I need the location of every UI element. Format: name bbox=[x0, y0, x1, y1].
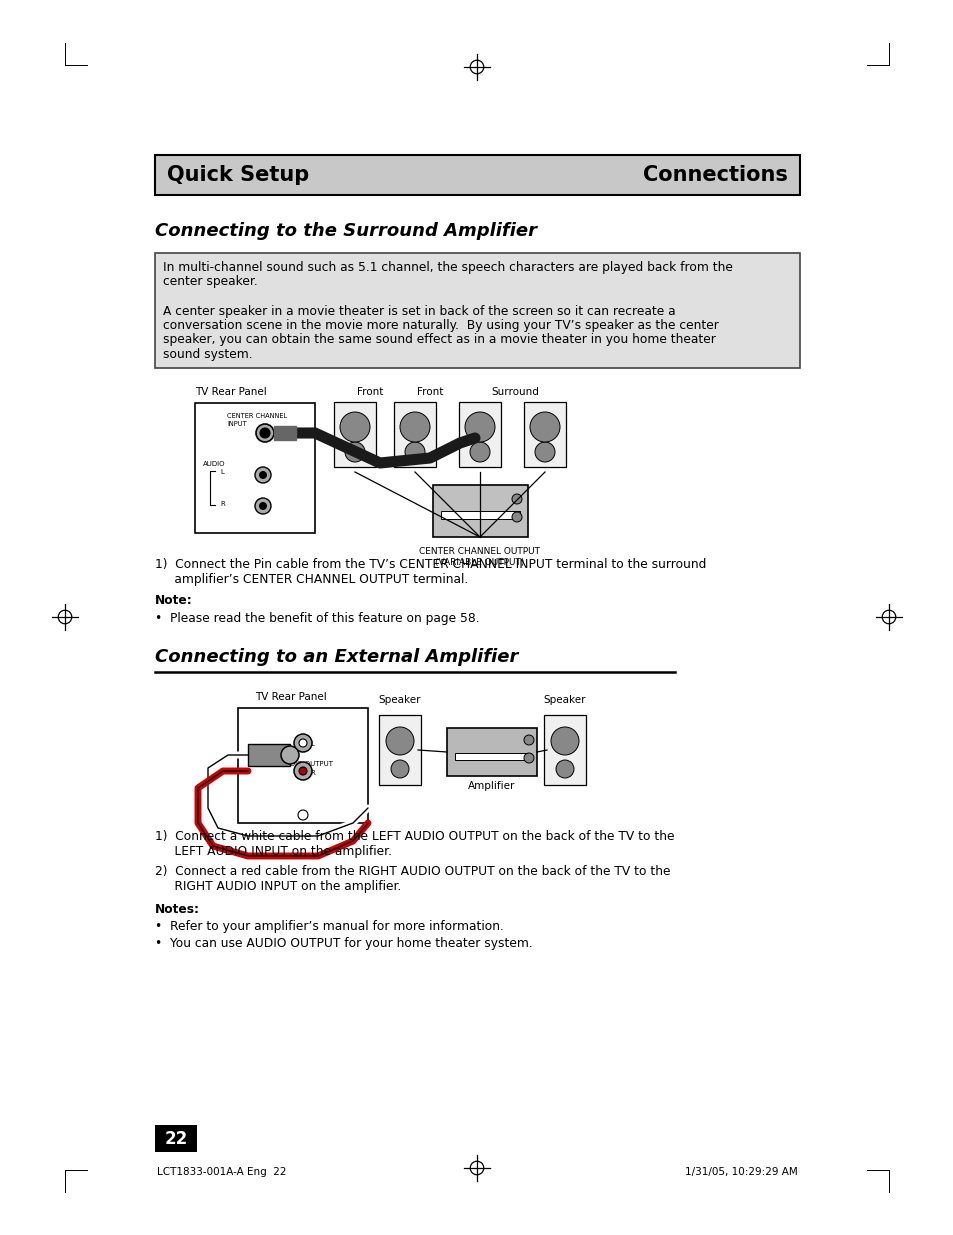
Text: L: L bbox=[220, 469, 224, 475]
Bar bbox=[394, 403, 436, 467]
Circle shape bbox=[399, 412, 430, 442]
Circle shape bbox=[298, 739, 307, 747]
Circle shape bbox=[512, 513, 521, 522]
Text: LCT1833-001A-A Eng  22: LCT1833-001A-A Eng 22 bbox=[157, 1167, 286, 1177]
Text: A center speaker in a movie theater is set in back of the screen so it can recre: A center speaker in a movie theater is s… bbox=[163, 305, 675, 317]
Bar bbox=[334, 403, 375, 467]
Bar bbox=[248, 743, 290, 766]
Text: •  You can use AUDIO OUTPUT for your home theater system.: • You can use AUDIO OUTPUT for your home… bbox=[154, 937, 532, 950]
Text: LEFT AUDIO INPUT on the amplifier.: LEFT AUDIO INPUT on the amplifier. bbox=[154, 845, 392, 858]
Text: 1/31/05, 10:29:29 AM: 1/31/05, 10:29:29 AM bbox=[684, 1167, 797, 1177]
Circle shape bbox=[535, 442, 555, 462]
Text: Connections: Connections bbox=[642, 165, 787, 185]
Circle shape bbox=[254, 498, 271, 514]
Text: speaker, you can obtain the same sound effect as in a movie theater in you home : speaker, you can obtain the same sound e… bbox=[163, 333, 715, 347]
Text: Connecting to the Surround Amplifier: Connecting to the Surround Amplifier bbox=[154, 222, 537, 240]
Text: In multi-channel sound such as 5.1 channel, the speech characters are played bac: In multi-channel sound such as 5.1 chann… bbox=[163, 261, 732, 274]
Text: Surround: Surround bbox=[491, 387, 538, 396]
Circle shape bbox=[464, 412, 495, 442]
Text: 1)  Connect the Pin cable from the TV’s CENTER CHANNEL INPUT terminal to the sur: 1) Connect the Pin cable from the TV’s C… bbox=[154, 558, 705, 571]
Text: RIGHT AUDIO INPUT on the amplifier.: RIGHT AUDIO INPUT on the amplifier. bbox=[154, 881, 401, 893]
Text: amplifier’s CENTER CHANNEL OUTPUT terminal.: amplifier’s CENTER CHANNEL OUTPUT termin… bbox=[154, 573, 468, 585]
Text: Note:: Note: bbox=[154, 594, 193, 606]
Text: 2)  Connect a red cable from the RIGHT AUDIO OUTPUT on the back of the TV to the: 2) Connect a red cable from the RIGHT AU… bbox=[154, 864, 670, 878]
Bar bbox=[447, 727, 537, 776]
Circle shape bbox=[523, 735, 534, 745]
Circle shape bbox=[551, 727, 578, 755]
Bar bbox=[154, 1125, 196, 1152]
Circle shape bbox=[405, 442, 424, 462]
Circle shape bbox=[298, 767, 307, 776]
Circle shape bbox=[255, 424, 274, 442]
Circle shape bbox=[386, 727, 414, 755]
Circle shape bbox=[254, 467, 271, 483]
Text: L: L bbox=[310, 741, 314, 747]
Text: AUDIO: AUDIO bbox=[203, 461, 225, 467]
Circle shape bbox=[530, 412, 559, 442]
Circle shape bbox=[294, 762, 312, 781]
Text: TV Rear Panel: TV Rear Panel bbox=[194, 387, 267, 396]
Bar bbox=[543, 715, 585, 785]
Text: center speaker.: center speaker. bbox=[163, 275, 257, 289]
Text: Speaker: Speaker bbox=[378, 695, 421, 705]
Circle shape bbox=[258, 471, 267, 479]
Circle shape bbox=[345, 442, 365, 462]
Circle shape bbox=[512, 494, 521, 504]
Bar bbox=[194, 403, 314, 534]
Circle shape bbox=[470, 442, 490, 462]
Text: AUDIO OUTPUT: AUDIO OUTPUT bbox=[280, 761, 333, 767]
Text: R: R bbox=[220, 501, 225, 508]
Bar bbox=[455, 753, 529, 760]
Bar bbox=[458, 403, 500, 467]
Text: Quick Setup: Quick Setup bbox=[167, 165, 309, 185]
Text: Front: Front bbox=[416, 387, 443, 396]
Circle shape bbox=[294, 734, 312, 752]
Bar bbox=[523, 403, 565, 467]
Text: TV Rear Panel: TV Rear Panel bbox=[254, 692, 327, 701]
Bar bbox=[154, 253, 800, 368]
Text: •  Please read the benefit of this feature on page 58.: • Please read the benefit of this featur… bbox=[154, 613, 479, 625]
Text: Notes:: Notes: bbox=[154, 903, 200, 916]
Circle shape bbox=[258, 501, 267, 510]
Bar bbox=[237, 708, 368, 823]
Text: Amplifier: Amplifier bbox=[468, 781, 516, 790]
Text: •  Refer to your amplifier’s manual for more information.: • Refer to your amplifier’s manual for m… bbox=[154, 920, 503, 932]
Circle shape bbox=[281, 746, 298, 764]
Circle shape bbox=[391, 760, 409, 778]
Text: 22: 22 bbox=[164, 1130, 188, 1149]
Circle shape bbox=[339, 412, 370, 442]
Text: Connecting to an External Amplifier: Connecting to an External Amplifier bbox=[154, 648, 517, 666]
Text: conversation scene in the movie more naturally.  By using your TV’s speaker as t: conversation scene in the movie more nat… bbox=[163, 319, 719, 332]
Text: CENTER CHANNEL OUTPUT
(VARIABLE OUTPUT): CENTER CHANNEL OUTPUT (VARIABLE OUTPUT) bbox=[419, 547, 540, 567]
Bar bbox=[274, 426, 295, 440]
Bar bbox=[378, 715, 420, 785]
Bar bbox=[433, 485, 527, 537]
Circle shape bbox=[523, 753, 534, 763]
Text: Front: Front bbox=[356, 387, 383, 396]
Text: Speaker: Speaker bbox=[543, 695, 586, 705]
Circle shape bbox=[260, 429, 270, 438]
Text: 1)  Connect a white cable from the LEFT AUDIO OUTPUT on the back of the TV to th: 1) Connect a white cable from the LEFT A… bbox=[154, 830, 674, 844]
Bar bbox=[440, 511, 519, 519]
Text: sound system.: sound system. bbox=[163, 348, 253, 361]
Bar bbox=[154, 156, 800, 195]
Circle shape bbox=[556, 760, 574, 778]
Text: R: R bbox=[310, 769, 314, 776]
Text: CENTER CHANNEL
INPUT: CENTER CHANNEL INPUT bbox=[227, 412, 287, 426]
